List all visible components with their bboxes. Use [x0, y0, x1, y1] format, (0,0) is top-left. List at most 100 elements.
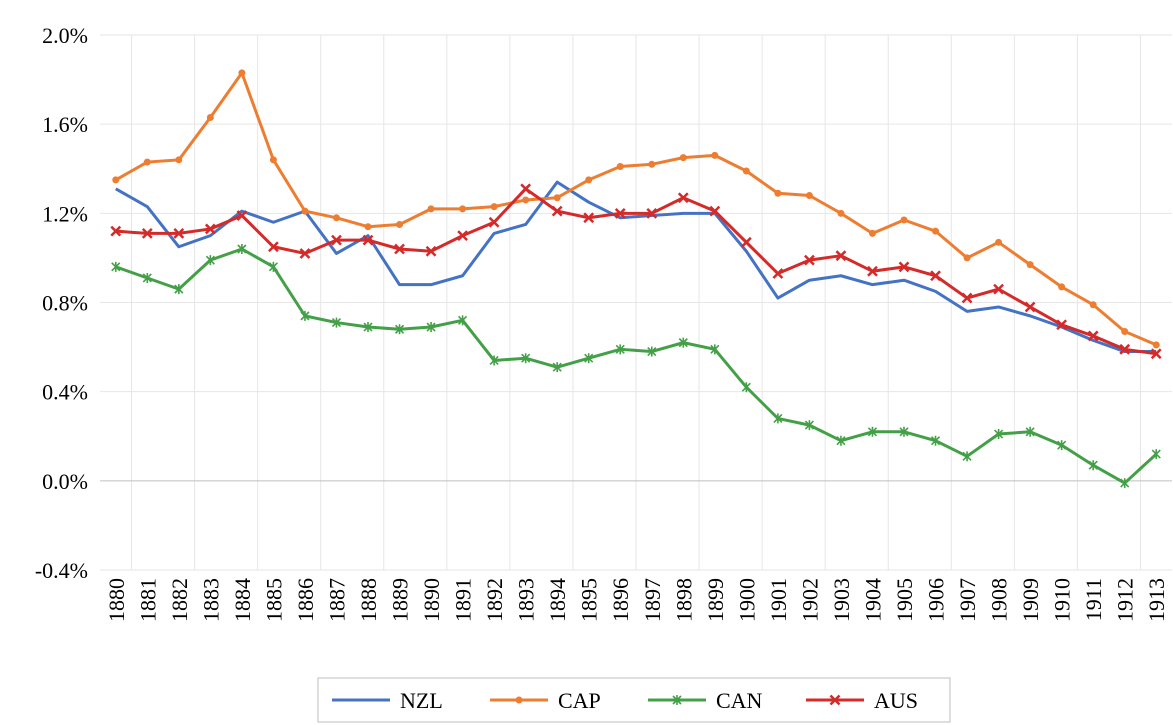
marker	[899, 426, 909, 437]
marker	[740, 236, 752, 248]
x-tick-label: 1894	[545, 578, 570, 622]
marker	[585, 176, 593, 184]
marker-stroke	[394, 324, 405, 335]
marker-stroke	[237, 244, 247, 254]
marker	[1026, 261, 1034, 269]
marker	[900, 216, 908, 224]
marker	[206, 113, 214, 121]
y-tick-label: 0.0%	[42, 469, 88, 494]
marker	[583, 212, 595, 224]
marker-stroke	[677, 192, 689, 204]
marker-stroke	[1025, 426, 1035, 437]
marker	[647, 346, 657, 357]
marker-stroke	[552, 362, 562, 373]
marker	[678, 337, 688, 348]
marker-stroke	[1119, 343, 1131, 355]
marker	[679, 154, 687, 162]
marker	[805, 192, 813, 199]
x-tick-label: 1886	[293, 578, 318, 622]
legend-label: AUS	[874, 688, 918, 713]
marker-stroke	[174, 284, 184, 295]
marker-stroke	[1024, 301, 1036, 313]
x-tick-label: 1887	[324, 578, 349, 622]
x-tick-label: 1906	[924, 578, 949, 622]
x-tick-label: 1896	[608, 578, 633, 622]
marker	[362, 234, 374, 246]
x-tick-label: 1904	[860, 578, 885, 622]
marker-stroke	[299, 248, 311, 259]
marker	[995, 238, 1003, 246]
marker	[837, 209, 845, 217]
marker-stroke	[268, 241, 279, 253]
marker-stroke	[993, 283, 1004, 295]
marker-stroke	[584, 353, 594, 364]
x-tick-label: 1909	[1018, 578, 1043, 622]
marker	[301, 207, 309, 215]
marker	[742, 167, 750, 175]
marker	[1120, 478, 1130, 489]
x-tick-label: 1899	[703, 578, 728, 622]
marker-stroke	[646, 207, 658, 219]
marker-stroke	[647, 346, 657, 357]
marker	[677, 192, 689, 204]
marker-stroke	[457, 230, 468, 242]
marker	[961, 292, 973, 304]
marker	[396, 220, 404, 228]
marker-stroke	[426, 322, 436, 333]
x-tick-label: 1880	[104, 578, 129, 622]
marker-stroke	[1150, 348, 1162, 360]
x-tick-label: 1902	[797, 578, 822, 622]
marker	[489, 355, 499, 366]
marker-stroke	[709, 205, 721, 217]
marker	[616, 163, 624, 171]
marker	[331, 317, 342, 328]
marker	[394, 243, 405, 255]
marker	[804, 420, 814, 431]
marker-stroke	[425, 245, 437, 257]
x-tick-label: 1881	[135, 578, 160, 622]
marker	[551, 205, 563, 217]
y-tick-label: 0.4%	[42, 380, 88, 405]
marker	[363, 322, 373, 333]
marker-stroke	[804, 254, 815, 266]
marker	[709, 205, 721, 217]
marker	[710, 344, 720, 355]
marker-stroke	[614, 207, 626, 219]
marker	[141, 228, 153, 239]
marker-stroke	[741, 382, 751, 393]
legend-marker	[672, 695, 682, 705]
marker-stroke	[740, 236, 752, 248]
marker-stroke	[521, 353, 531, 364]
marker	[268, 241, 279, 253]
x-tick-label: 1900	[734, 578, 759, 622]
marker-stroke	[236, 210, 248, 221]
marker	[1058, 283, 1066, 291]
marker	[490, 203, 498, 211]
marker-stroke	[142, 272, 152, 283]
marker	[962, 451, 972, 462]
marker-stroke	[363, 322, 373, 333]
marker-stroke	[994, 429, 1004, 440]
marker-stroke	[835, 250, 847, 262]
x-tick-label: 1912	[1113, 578, 1138, 622]
marker-stroke	[394, 243, 405, 255]
marker	[1088, 460, 1098, 471]
marker-stroke	[1088, 460, 1098, 471]
marker-stroke	[583, 212, 595, 224]
marker-stroke	[111, 261, 121, 272]
marker	[426, 322, 436, 333]
marker	[774, 189, 782, 197]
y-tick-label: 0.8%	[42, 291, 88, 316]
marker	[584, 353, 594, 364]
marker-stroke	[488, 216, 500, 228]
marker	[299, 248, 311, 259]
marker	[993, 283, 1004, 295]
x-tick-label: 1910	[1050, 578, 1075, 622]
marker-stroke	[898, 261, 910, 273]
marker	[458, 315, 468, 326]
marker	[173, 228, 185, 239]
x-tick-label: 1882	[167, 578, 192, 622]
x-tick-label: 1897	[640, 578, 665, 622]
marker	[553, 194, 561, 202]
marker	[269, 156, 277, 164]
